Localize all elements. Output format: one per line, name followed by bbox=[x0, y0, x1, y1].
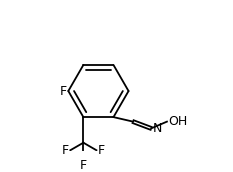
Text: F: F bbox=[80, 159, 87, 172]
Text: F: F bbox=[62, 144, 69, 157]
Text: OH: OH bbox=[168, 115, 188, 128]
Text: F: F bbox=[60, 84, 67, 98]
Text: N: N bbox=[153, 122, 162, 135]
Text: F: F bbox=[98, 144, 105, 157]
